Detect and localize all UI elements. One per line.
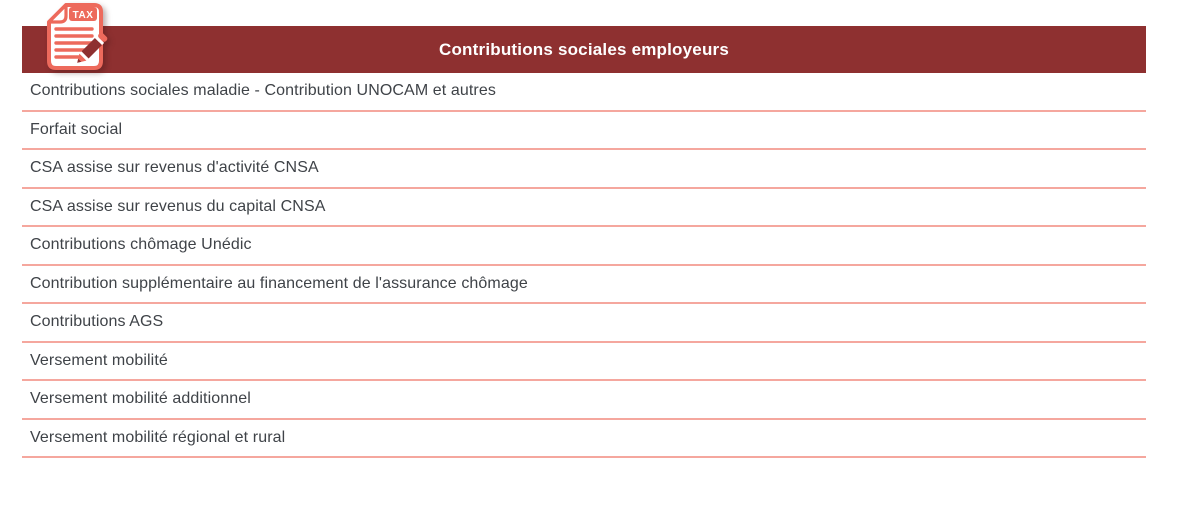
table-row[interactable]: Versement mobilité additionnel bbox=[22, 381, 1146, 420]
table-row[interactable]: Contribution supplémentaire au financeme… bbox=[22, 266, 1146, 304]
row-label: CSA assise sur revenus du capital CNSA bbox=[30, 197, 326, 215]
table-row[interactable]: Contributions AGS bbox=[22, 304, 1146, 343]
table-row[interactable]: Versement mobilité régional et rural bbox=[22, 420, 1146, 458]
pencil-icon bbox=[77, 32, 108, 63]
table-row[interactable]: Contributions chômage Unédic bbox=[22, 227, 1146, 266]
row-label: Contributions chômage Unédic bbox=[30, 236, 252, 254]
contributions-list: Contributions sociales maladie - Contrib… bbox=[22, 73, 1146, 458]
table-row[interactable]: Versement mobilité bbox=[22, 343, 1146, 381]
row-label: Contributions AGS bbox=[30, 313, 164, 331]
table-title: Contributions sociales employeurs bbox=[439, 39, 729, 59]
row-label: Versement mobilité additionnel bbox=[30, 390, 251, 408]
row-label: Contributions sociales maladie - Contrib… bbox=[30, 82, 496, 100]
tax-badge bbox=[69, 7, 97, 21]
table-row[interactable]: CSA assise sur revenus du capital CNSA bbox=[22, 189, 1146, 227]
table-row[interactable]: Forfait social bbox=[22, 112, 1146, 150]
row-label: CSA assise sur revenus d'activité CNSA bbox=[30, 159, 319, 177]
row-label: Forfait social bbox=[30, 120, 123, 138]
table-header: TAX Contribu bbox=[22, 3, 1146, 73]
row-label: Versement mobilité régional et rural bbox=[30, 428, 286, 446]
table-row[interactable]: CSA assise sur revenus d'activité CNSA bbox=[22, 150, 1146, 189]
tax-badge-label: TAX bbox=[73, 10, 94, 21]
contributions-table: TAX Contribu bbox=[22, 3, 1146, 458]
table-row[interactable]: Contributions sociales maladie - Contrib… bbox=[22, 73, 1146, 112]
row-label: Contribution supplémentaire au financeme… bbox=[30, 274, 528, 292]
row-label: Versement mobilité bbox=[30, 351, 168, 369]
tax-document-icon: TAX bbox=[47, 3, 108, 70]
